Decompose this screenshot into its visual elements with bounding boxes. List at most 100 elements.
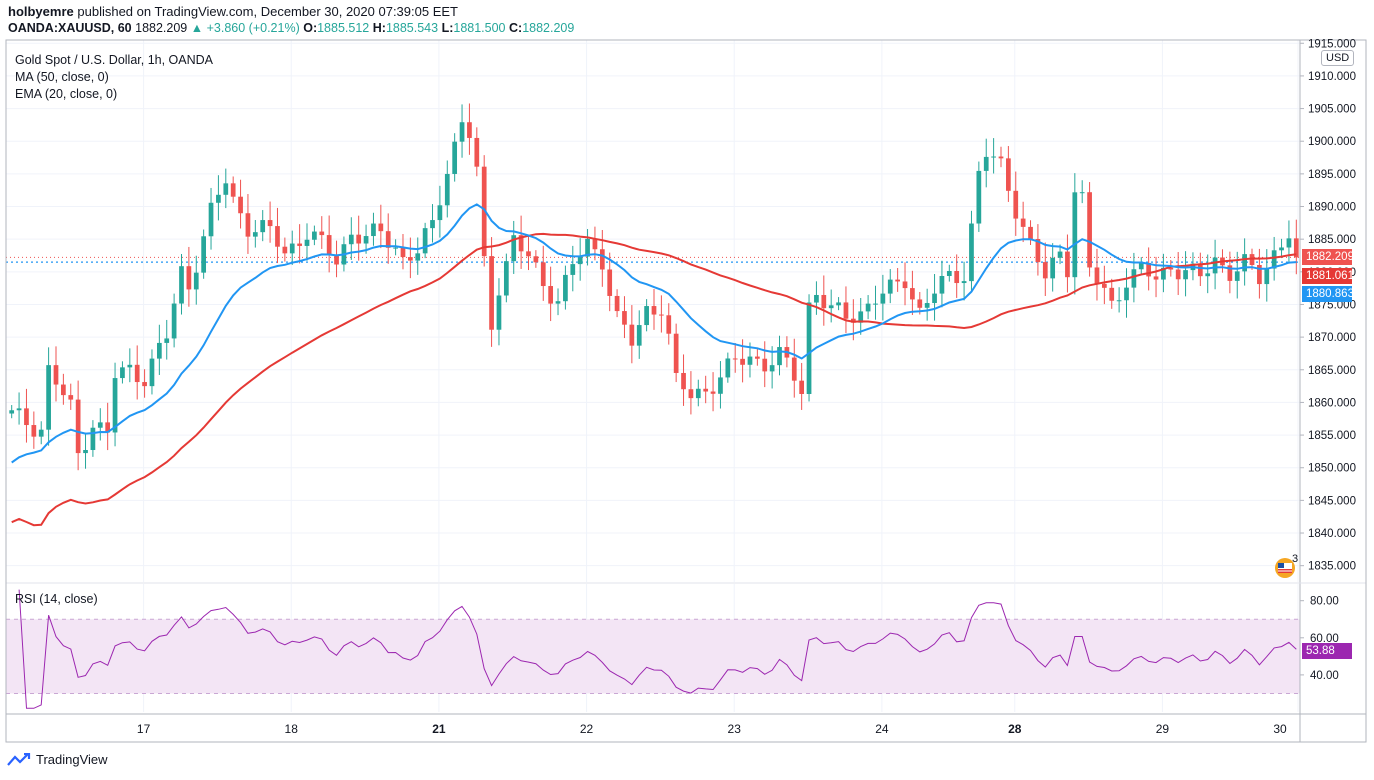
candle-body bbox=[223, 183, 229, 195]
candle-body bbox=[644, 306, 649, 326]
price-tick-label: 1915.000 bbox=[1308, 38, 1356, 50]
candle bbox=[252, 220, 258, 248]
candle bbox=[1227, 251, 1233, 294]
candle-body bbox=[821, 294, 827, 309]
candle-body bbox=[1257, 264, 1262, 285]
rsi-legend[interactable]: RSI (14, close) bbox=[15, 592, 98, 606]
price-axis-ticks: 1835.000 1840.000 1845.000 1850.000 1855.000… bbox=[1300, 38, 1356, 573]
candle bbox=[444, 160, 450, 218]
candle-body bbox=[688, 389, 694, 399]
tradingview-cloud-icon bbox=[7, 752, 31, 766]
tradingview-logo[interactable]: TradingView bbox=[6, 752, 108, 767]
candle bbox=[991, 138, 996, 174]
candle-body bbox=[1183, 270, 1188, 280]
candle bbox=[1006, 146, 1011, 202]
candle-body bbox=[1279, 247, 1284, 251]
publish-info: holbyemre published on TradingView.com, … bbox=[8, 4, 458, 19]
candle-body bbox=[1205, 273, 1211, 277]
candle bbox=[1042, 242, 1048, 297]
candle-body bbox=[585, 238, 590, 257]
candle bbox=[577, 238, 583, 281]
candle-body bbox=[917, 299, 923, 308]
candle bbox=[304, 223, 310, 261]
publisher-name[interactable]: holbyemre bbox=[8, 4, 74, 19]
candle bbox=[946, 264, 952, 282]
candle bbox=[312, 225, 317, 246]
time-tick-label: 29 bbox=[1156, 722, 1170, 736]
candle-body bbox=[105, 422, 111, 433]
candle bbox=[1146, 247, 1152, 291]
candle-body bbox=[481, 166, 487, 257]
candle bbox=[97, 408, 103, 441]
candle bbox=[503, 253, 509, 303]
candle-body bbox=[83, 450, 88, 454]
candle-body bbox=[865, 303, 871, 312]
price-tick-label: 1900.000 bbox=[1308, 136, 1356, 148]
price-tick-label: 1905.000 bbox=[1308, 104, 1356, 116]
legend-ma[interactable]: MA (50, close, 0) bbox=[15, 70, 109, 84]
candle bbox=[533, 250, 539, 268]
candle-body bbox=[659, 314, 664, 316]
candle bbox=[526, 236, 531, 271]
candle bbox=[1079, 180, 1085, 204]
candle bbox=[334, 240, 339, 278]
candle bbox=[725, 352, 731, 383]
candle bbox=[828, 289, 834, 323]
candle-body bbox=[120, 367, 125, 379]
currency-badge[interactable]: USD bbox=[1321, 50, 1355, 66]
candle bbox=[1116, 287, 1122, 313]
candle bbox=[238, 179, 243, 229]
candle-body bbox=[90, 427, 96, 451]
time-tick-label: 24 bbox=[875, 722, 889, 736]
candle-body bbox=[459, 122, 465, 142]
candle-body bbox=[695, 388, 701, 399]
candle-body bbox=[518, 235, 524, 252]
change-up-icon: ▲ bbox=[190, 21, 204, 35]
candle-body bbox=[112, 378, 118, 433]
legend-ema[interactable]: EMA (20, close, 0) bbox=[15, 87, 118, 101]
candle bbox=[1257, 248, 1262, 299]
candle bbox=[437, 185, 443, 238]
candle-body bbox=[1072, 192, 1078, 278]
legend-title: Gold Spot / U.S. Dollar, 1h, OANDA bbox=[15, 53, 213, 67]
candle bbox=[371, 212, 376, 246]
candle bbox=[858, 297, 864, 335]
candle bbox=[754, 348, 760, 366]
candle-body bbox=[9, 410, 15, 414]
high-label: H: bbox=[372, 21, 386, 35]
candle bbox=[799, 362, 805, 410]
candle bbox=[208, 187, 214, 250]
time-axis-ticks: 17 18 21 22 23 24 28 29 30 bbox=[137, 722, 1287, 736]
candle-body bbox=[1197, 263, 1203, 277]
candle-body bbox=[437, 205, 443, 221]
candle bbox=[38, 421, 44, 445]
candle-body bbox=[1293, 238, 1299, 258]
candle bbox=[555, 288, 561, 316]
candle bbox=[275, 207, 280, 264]
candle bbox=[326, 215, 332, 273]
candle-body bbox=[718, 377, 723, 394]
candle-body bbox=[533, 256, 539, 263]
candle bbox=[1161, 253, 1166, 293]
last-price-tag: 1882.209 bbox=[1302, 249, 1354, 265]
candle-body bbox=[1050, 257, 1056, 279]
candle-body bbox=[1138, 262, 1144, 270]
candle-body bbox=[193, 272, 199, 290]
candle-body bbox=[754, 356, 760, 359]
ema-20-line bbox=[11, 203, 1297, 464]
candle bbox=[599, 229, 605, 287]
candle bbox=[31, 411, 37, 449]
candle-body bbox=[1101, 283, 1107, 288]
candle-body bbox=[371, 223, 376, 237]
candle-body bbox=[629, 324, 635, 346]
candle bbox=[267, 201, 273, 243]
candle bbox=[1197, 252, 1203, 287]
economic-events-icon[interactable]: 3 bbox=[1274, 553, 1298, 579]
candle bbox=[415, 237, 421, 275]
candle-body bbox=[887, 279, 893, 294]
candle bbox=[430, 204, 435, 243]
grid-lines bbox=[6, 40, 1300, 712]
candle-body bbox=[895, 279, 900, 282]
candle-body bbox=[710, 391, 716, 394]
